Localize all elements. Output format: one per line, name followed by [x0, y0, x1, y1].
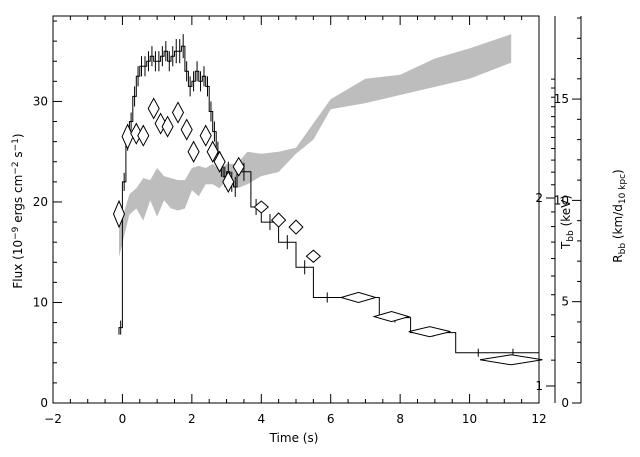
y2-axis-label-part2: bb — [566, 230, 576, 242]
temperature-point — [271, 212, 287, 228]
temperature-point — [112, 199, 126, 229]
flux-histogram-line — [118, 45, 539, 354]
y3-axis-label-part5: ) — [611, 169, 625, 174]
y2-axis-label-part1: T — [559, 241, 573, 250]
y-axis-label-part2: −9 — [11, 226, 21, 240]
temperature-point — [171, 101, 185, 124]
temperature-point — [305, 249, 322, 263]
y3-tick-label: 15 — [554, 92, 569, 106]
y3-tick-label: 5 — [561, 295, 569, 309]
temperature-point — [372, 310, 411, 323]
x-tick-label: 2 — [188, 412, 196, 426]
y3-axis-label-part2: bb — [618, 243, 628, 255]
y3-axis-label: Rbb (km/d10 kpc) — [611, 169, 628, 262]
x-tick-label: 0 — [119, 412, 127, 426]
radius-band-layer — [119, 34, 512, 258]
y3-tick-label: 0 — [561, 396, 569, 410]
y2-tick-label: 1 — [535, 379, 543, 393]
temperature-point — [232, 156, 245, 177]
x-tick-label: 6 — [327, 412, 335, 426]
temperature-point — [206, 140, 219, 163]
temperature-point — [199, 124, 212, 147]
temperature-point — [222, 170, 235, 193]
y-tick-label: 0 — [40, 396, 48, 410]
y-tick-label: 30 — [33, 94, 48, 108]
y-axis-label-part6: −1 — [11, 138, 21, 151]
y-tick-label: 10 — [33, 295, 48, 309]
flux-histogram-layer — [118, 34, 539, 357]
temperature-point — [213, 150, 226, 173]
temperature-point — [288, 219, 304, 235]
x-axis-label: Time (s) — [269, 431, 319, 445]
y3-tick-label: 10 — [554, 193, 569, 207]
temperature-diamond-layer — [112, 97, 543, 366]
temperature-point — [137, 124, 150, 147]
y-axis-label: Flux (10−9 ergs cm−2 s−1) — [11, 133, 25, 288]
y-axis-label-part7: ) — [11, 133, 25, 138]
radius-band — [119, 34, 512, 258]
y-axis-label-part3: ergs cm — [11, 175, 25, 227]
x-tick-label: 10 — [462, 412, 477, 426]
x-tick-label: 12 — [531, 412, 546, 426]
temperature-point — [161, 115, 174, 138]
temperature-point — [180, 118, 193, 141]
x-tick-label: 8 — [396, 412, 404, 426]
temperature-point — [408, 326, 451, 338]
y2-tick-label: 2 — [535, 191, 543, 205]
y3-axis-label-part1: R — [611, 254, 625, 262]
y3-axis-label-part3: (km/d — [611, 204, 625, 243]
y-axis-label-part5: s — [11, 151, 25, 161]
y2-axis-label: Tbb (keV) — [559, 195, 576, 250]
x-tick-label: 4 — [257, 412, 265, 426]
temperature-point — [253, 200, 269, 214]
temperature-point — [479, 354, 543, 366]
y2-axis-label-part3: (keV) — [559, 195, 573, 230]
y3-axis-label-part4: 10 kpc — [618, 174, 628, 204]
x-tick-label: −2 — [44, 412, 62, 426]
temperature-point — [147, 97, 160, 120]
temperature-point — [187, 140, 200, 163]
y-axis-label-part1: Flux (10 — [11, 240, 25, 289]
y-axis-label-part4: −2 — [11, 161, 21, 174]
y-tick-label: 20 — [33, 195, 48, 209]
temperature-point — [339, 291, 378, 304]
